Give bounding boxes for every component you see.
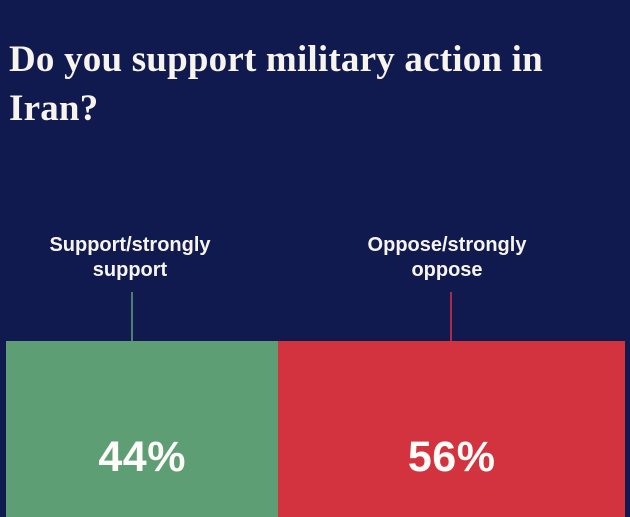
value-label-oppose: 56% (407, 433, 496, 481)
category-label-oppose: Oppose/strongly oppose (367, 234, 527, 281)
stacked-bar: 44% 56% (6, 341, 625, 517)
leader-line-oppose (450, 292, 452, 341)
bar-segment-support: 44% (6, 341, 279, 517)
bar-segment-oppose: 56% (278, 341, 625, 517)
value-label-support: 44% (98, 433, 186, 481)
category-label-support: Support/strongly support (49, 234, 211, 281)
leader-line-support (131, 292, 133, 341)
chart-title: Do you support military action in Iran? (9, 39, 543, 129)
